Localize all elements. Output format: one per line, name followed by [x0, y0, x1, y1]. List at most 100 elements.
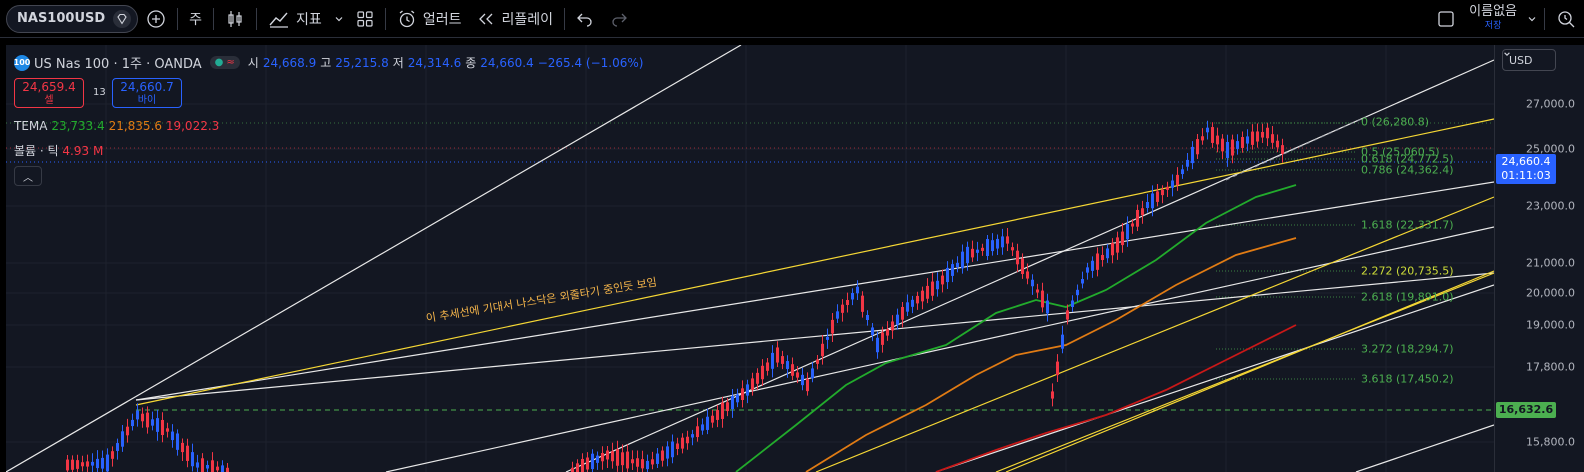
chart-type-button[interactable]	[217, 4, 253, 34]
candle-body	[96, 458, 99, 469]
fullscreen-toggle[interactable]	[1429, 4, 1463, 34]
candle-body	[1206, 127, 1209, 133]
symbol-search-button[interactable]: NAS100USD	[6, 4, 139, 33]
close-value: 24,660.4	[480, 55, 534, 70]
undo-button[interactable]	[568, 4, 602, 34]
candle-body	[926, 285, 929, 299]
candle-body	[791, 364, 794, 376]
candle-body	[616, 449, 619, 466]
candle-body	[691, 434, 694, 438]
candle-body	[1101, 254, 1104, 261]
delayed-wave-icon: ≈	[226, 57, 235, 68]
candle-body	[601, 452, 604, 462]
square-icon	[1438, 11, 1454, 27]
price-tick: 19,000.0	[1526, 318, 1575, 332]
fib-level-label: 2.618 (19,891.0)	[1361, 290, 1454, 304]
candle-body	[71, 459, 74, 470]
candle-body	[956, 262, 959, 268]
candle-body	[981, 247, 984, 251]
chevron-down-icon	[1528, 17, 1536, 22]
buy-label: 바이	[137, 95, 157, 106]
candle-body	[1011, 247, 1014, 251]
close-label: 종	[465, 56, 477, 70]
candle-body	[1066, 310, 1069, 320]
layout-dropdown[interactable]	[1523, 4, 1541, 34]
candle-body	[1231, 139, 1234, 156]
candle-body	[776, 347, 779, 363]
candle-body	[806, 378, 809, 392]
candle-body	[931, 281, 934, 296]
price-scale[interactable]: 27,000.0 25,000.0 23,000.0 21,000.0 20,0…	[1494, 45, 1584, 472]
volume-legend[interactable]: 볼륨 · 틱 4.93 M	[14, 142, 103, 159]
bar-countdown: 01:11:03	[1501, 169, 1551, 182]
alerts-button[interactable]: 얼러트	[389, 4, 470, 34]
price-plot[interactable]	[6, 45, 1494, 472]
indicators-button[interactable]: 지표	[260, 4, 330, 34]
candle-body	[221, 465, 224, 472]
candle-body	[206, 464, 209, 469]
toolbar-right: 이름없음 저장	[1429, 0, 1584, 38]
interval-button[interactable]: 주	[181, 4, 210, 34]
candle-body	[91, 461, 94, 466]
candle-body	[1056, 361, 1059, 376]
candle-body	[1251, 131, 1254, 145]
candle-body	[591, 453, 594, 470]
high-value: 25,215.8	[335, 55, 389, 70]
horizontal-line-price-tag: 16,632.6	[1496, 402, 1556, 418]
candle-body	[1126, 224, 1129, 240]
currency-label: USD	[1509, 53, 1533, 67]
symbol-title[interactable]: US Nas 100 · 1주 · OANDA	[34, 57, 202, 72]
candle-body	[1026, 271, 1029, 279]
candle-body	[851, 293, 854, 300]
yellow-trend-line	[995, 272, 1494, 472]
candle-body	[906, 302, 909, 312]
trend-line	[6, 45, 742, 472]
buy-button[interactable]: 24,660.7 바이	[112, 78, 182, 108]
chart-pane[interactable]: 100 US Nas 100 · 1주 · OANDA ● ≈ 시 24,668.…	[6, 45, 1584, 472]
candle-body	[146, 412, 149, 428]
candle-body	[1276, 140, 1279, 148]
quick-search-button[interactable]	[1548, 4, 1584, 34]
currency-selector[interactable]: USD	[1502, 49, 1556, 71]
market-status-pill[interactable]: ● ≈	[209, 56, 240, 69]
fib-level-label: 1.618 (22,331.7)	[1361, 218, 1454, 232]
layout-name-button[interactable]: 이름없음 저장	[1469, 5, 1517, 33]
candle-body	[1136, 209, 1139, 227]
candle-body	[901, 306, 904, 320]
candle-body	[126, 426, 129, 436]
replay-button[interactable]: 리플레이	[469, 4, 561, 34]
candle-body	[766, 362, 769, 371]
candle-body	[726, 402, 729, 412]
fib-level-label: 0 (26,280.8)	[1361, 115, 1430, 129]
sell-button[interactable]: 24,659.4 셀	[14, 78, 84, 108]
candle-body	[656, 453, 659, 464]
collapse-legend-button[interactable]: ︿	[14, 166, 42, 186]
diamond-icon[interactable]	[113, 9, 132, 28]
chevron-up-icon: ︿	[23, 172, 33, 184]
tema-label: TEMA	[14, 119, 48, 133]
candle-body	[1031, 279, 1034, 287]
grid-icon	[357, 10, 373, 27]
candle-body	[966, 246, 969, 264]
toolbar-divider	[177, 7, 179, 30]
candle-body	[1226, 141, 1229, 159]
candle-body	[796, 372, 799, 378]
tema-legend[interactable]: TEMA 23,733.4 21,835.6 19,022.3	[14, 119, 219, 133]
candle-body	[891, 321, 894, 331]
candle-body	[941, 275, 944, 285]
trend-line	[135, 272, 1494, 401]
add-symbol-button[interactable]	[138, 4, 174, 34]
candle-body	[946, 267, 949, 283]
templates-button[interactable]	[348, 4, 382, 34]
candle-body	[576, 463, 579, 472]
candle-body	[176, 433, 179, 450]
open-value: 24,668.9	[262, 55, 317, 70]
candle-body	[801, 374, 804, 386]
redo-button[interactable]	[602, 4, 636, 34]
indicators-dropdown[interactable]	[330, 4, 348, 34]
trend-line	[565, 59, 1494, 472]
candle-body	[111, 451, 114, 459]
indicator-chart-icon	[269, 12, 289, 28]
candle-body	[1021, 258, 1024, 275]
